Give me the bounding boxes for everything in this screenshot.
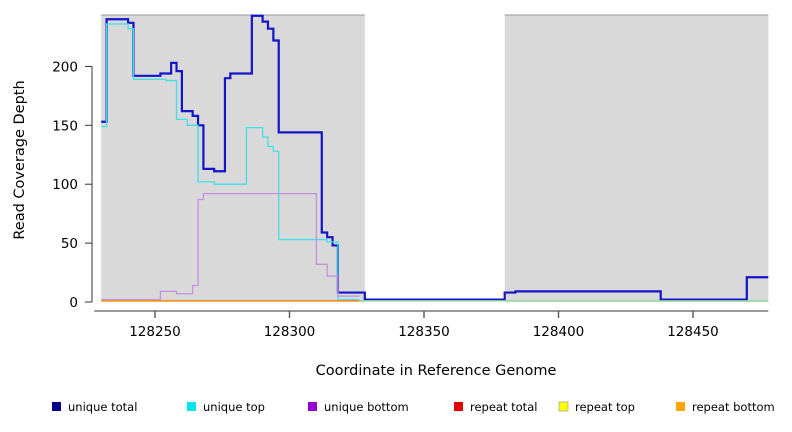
legend-label-repeat-bottom: repeat bottom (692, 400, 775, 414)
panel-left (101, 15, 365, 302)
x-axis-title: Coordinate in Reference Genome (316, 363, 557, 379)
x-tick-label: 128250 (129, 324, 181, 340)
legend-swatch-unique-bottom (308, 402, 317, 411)
axis-layer: 0 50 100 150 200 128250 128300 128350 128400 1284… (52, 59, 769, 340)
legend-swatch-repeat-bottom (676, 402, 685, 411)
panel-right (504, 15, 769, 302)
y-tick-label: 100 (52, 177, 78, 193)
x-tick-label: 128350 (398, 324, 450, 340)
x-tick-label: 128450 (667, 324, 719, 340)
chart-legend: unique total unique top unique bottom repea… (52, 400, 775, 414)
legend-label-unique-top: unique top (203, 400, 265, 414)
series-unique-bottom (101, 192, 360, 301)
legend-label-unique-bottom: unique bottom (324, 400, 409, 414)
legend-swatch-repeat-top (558, 401, 569, 412)
legend-swatch-unique-top (187, 402, 196, 411)
legend-label-unique-total: unique total (68, 400, 137, 414)
series-unique-total (101, 14, 769, 301)
legend-label-repeat-total: repeat total (470, 400, 537, 414)
y-tick-label: 0 (69, 295, 78, 311)
legend-swatch-unique-total (52, 402, 61, 411)
legend-swatch-repeat-total (454, 402, 463, 411)
series-layer (101, 14, 769, 302)
series-unique-top (101, 23, 360, 301)
legend-label-repeat-top: repeat top (575, 400, 635, 414)
y-axis-title: Read Coverage Depth (12, 80, 28, 239)
y-tick-label: 200 (52, 59, 78, 75)
x-tick-label: 128300 (264, 324, 316, 340)
y-tick-label: 150 (52, 118, 78, 134)
y-tick-label: 50 (61, 236, 78, 252)
x-tick-label: 128400 (533, 324, 585, 340)
